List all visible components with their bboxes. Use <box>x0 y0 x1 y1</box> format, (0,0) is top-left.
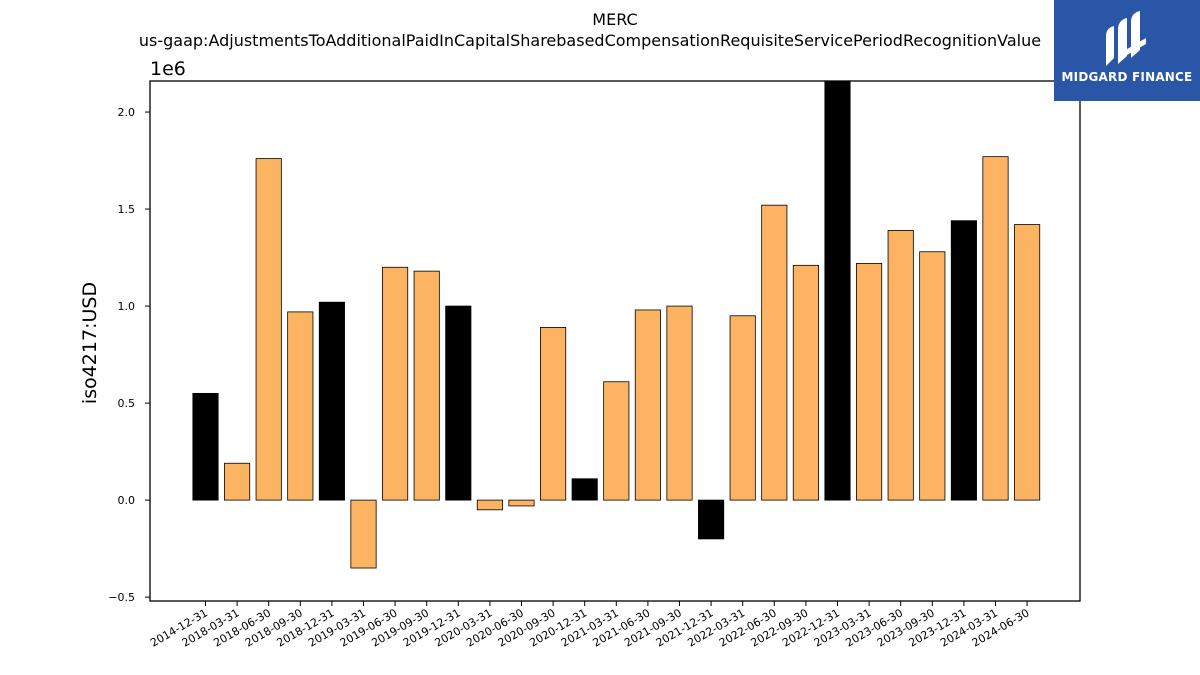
bar-2021-06-30 <box>634 309 661 501</box>
bar-2023-03-31 <box>856 262 883 501</box>
bar-2022-03-31 <box>729 315 756 501</box>
bar-2018-03-31 <box>224 462 251 501</box>
bar-2019-09-30 <box>413 270 440 501</box>
y-tick-label: 2.0 <box>118 106 136 119</box>
y-tick-label: 1.0 <box>118 300 136 313</box>
bar-2020-09-30 <box>540 327 567 501</box>
logo-mark-icon <box>1106 11 1146 66</box>
chart-subtitle: us-gaap:AdjustmentsToAdditionalPaidInCap… <box>139 31 1041 50</box>
chart-title: MERC <box>592 10 637 29</box>
y-axis-label: iso4217:USD <box>79 282 101 404</box>
bar-2021-12-31 <box>698 499 725 540</box>
bar-2019-12-31 <box>445 305 472 501</box>
y-tick-label: 1.5 <box>118 203 136 216</box>
bar-2022-06-30 <box>761 204 788 501</box>
bar-2023-12-31 <box>950 220 977 501</box>
bar-2022-09-30 <box>792 264 819 501</box>
y-tick-label: 0.5 <box>118 397 136 410</box>
bar-2014-12-31 <box>192 392 219 501</box>
bar-2019-03-31 <box>350 499 377 569</box>
bar-2018-09-30 <box>287 311 314 501</box>
bar-2021-09-30 <box>666 305 693 501</box>
bar-2022-12-31 <box>824 81 851 501</box>
bar-2020-06-30 <box>508 499 535 507</box>
bar-2023-06-30 <box>887 230 914 501</box>
y-tick-label: −0.5 <box>108 591 135 604</box>
bar-2024-03-31 <box>982 156 1009 501</box>
bar-2020-12-31 <box>571 478 598 501</box>
plot-frame <box>149 80 1081 602</box>
midgard-finance-logo: MIDGARD FINANCE <box>1054 0 1200 101</box>
bar-2019-06-30 <box>382 266 409 501</box>
bar-2021-03-31 <box>603 381 630 501</box>
bar-2018-12-31 <box>318 301 345 501</box>
bar-2023-09-30 <box>919 251 946 501</box>
bar-2024-06-30 <box>1014 224 1041 501</box>
logo-text: MIDGARD FINANCE <box>1061 70 1193 84</box>
y-offset-label: 1e6 <box>150 58 186 80</box>
bar-2020-03-31 <box>476 499 503 511</box>
bar-2018-06-30 <box>255 158 282 501</box>
y-tick-label: 0.0 <box>118 494 136 507</box>
